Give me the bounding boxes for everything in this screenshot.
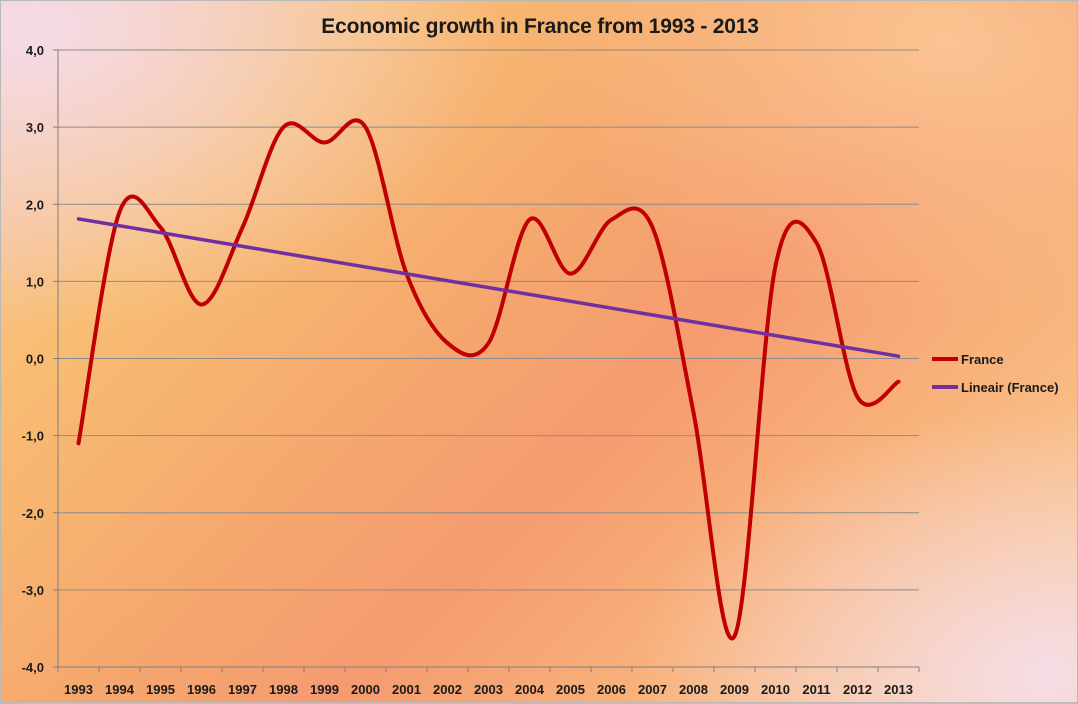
- x-tick-label: 2006: [597, 682, 626, 697]
- x-tick-label: 2011: [802, 682, 830, 697]
- x-tick-label: 2013: [884, 682, 913, 697]
- y-tick-label: -4,0: [22, 660, 44, 675]
- y-tick-label: -3,0: [22, 583, 44, 598]
- y-tick-label: 2,0: [26, 197, 44, 212]
- x-tick-label: 2009: [720, 682, 749, 697]
- x-tick-label: 2000: [351, 682, 380, 697]
- x-tick-label: 1994: [105, 682, 135, 697]
- legend-label-france: France: [961, 352, 1004, 367]
- x-tick-label: 1999: [310, 682, 339, 697]
- series: [78, 120, 898, 638]
- y-tick-label: -1,0: [22, 429, 44, 444]
- x-tick-label: 1996: [187, 682, 216, 697]
- gridlines: [58, 50, 919, 667]
- x-tick-label: 1993: [64, 682, 93, 697]
- x-tick-label: 2001: [392, 682, 421, 697]
- legend: France Lineair (France): [932, 352, 1059, 395]
- x-tick-label: 2008: [679, 682, 708, 697]
- x-tick-label: 2004: [515, 682, 545, 697]
- x-tick-label: 1998: [269, 682, 298, 697]
- y-tick-label: 1,0: [26, 274, 44, 289]
- trendline-lineair-france: [79, 219, 899, 356]
- x-tick-label: 1995: [146, 682, 175, 697]
- y-tick-label: -2,0: [22, 506, 44, 521]
- y-tick-label: 4,0: [26, 43, 44, 58]
- series-line-france: [79, 120, 899, 638]
- x-tick-label: 2010: [761, 682, 790, 697]
- y-tick-label: 0,0: [26, 352, 44, 367]
- x-tick-label: 1997: [228, 682, 257, 697]
- axes: 4,0 3,0 2,0 1,0 0,0 -1,0 -2,0 -3,0 -4,0 1993 1994 1…: [22, 43, 919, 697]
- x-tick-label: 2012: [843, 682, 872, 697]
- x-tick-label: 2003: [474, 682, 503, 697]
- x-tick-label: 2007: [638, 682, 667, 697]
- x-tick-label: 2005: [556, 682, 585, 697]
- x-tick-label: 2002: [433, 682, 462, 697]
- y-tick-label: 3,0: [26, 120, 44, 135]
- legend-label-trendline: Lineair (France): [961, 380, 1059, 395]
